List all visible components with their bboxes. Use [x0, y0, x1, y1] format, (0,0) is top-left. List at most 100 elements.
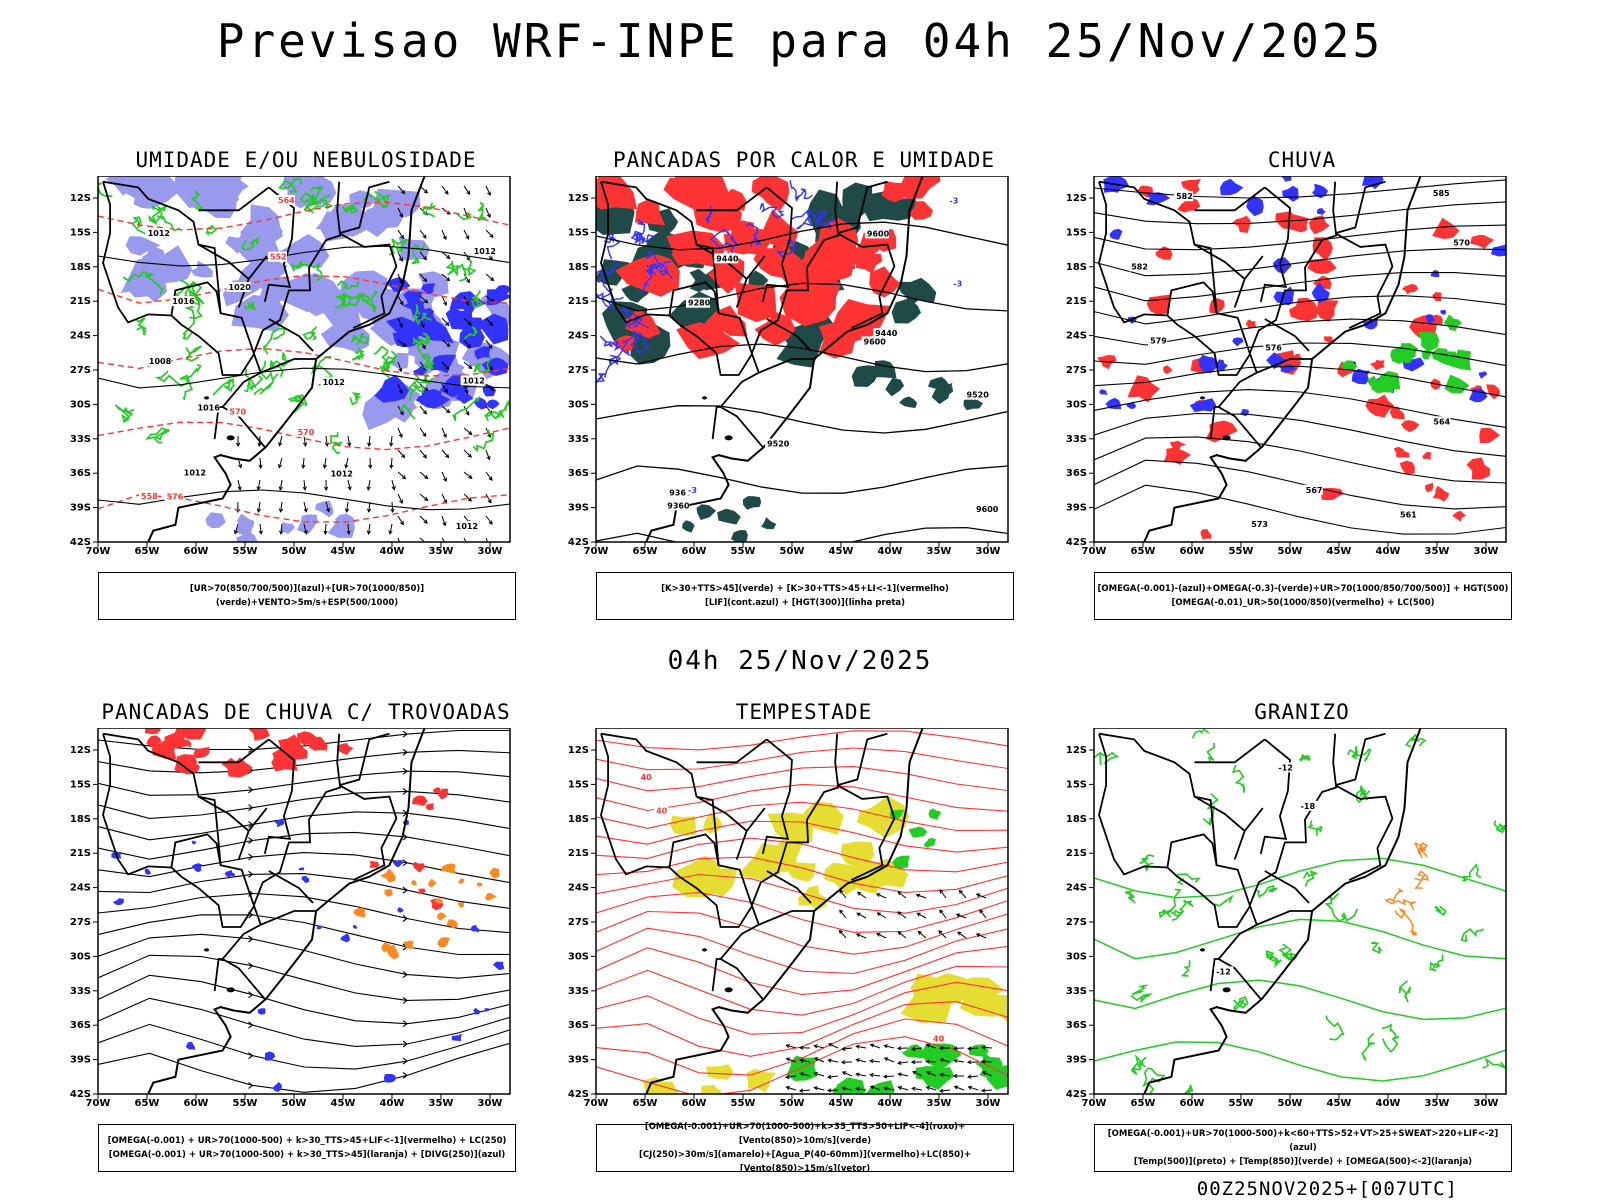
wind-vector [857, 891, 867, 899]
vector-head [442, 235, 447, 241]
humidity-low-contour [397, 403, 416, 420]
border-line [766, 870, 812, 904]
thickness-label: 576 [167, 493, 184, 502]
humidity-low-contour [410, 304, 432, 326]
east-coastline [1143, 728, 1422, 1094]
vector-head [445, 409, 451, 414]
wind-vector [870, 1074, 881, 1077]
vector-head [399, 257, 403, 262]
thunderstorm-area [193, 747, 210, 759]
vector-head [466, 543, 469, 547]
wind-vector [968, 1075, 979, 1078]
jet-stream-area [824, 862, 869, 896]
vector-head [391, 486, 396, 491]
height-500-contour [1094, 248, 1506, 277]
vector-head [278, 486, 283, 491]
stream-arrow [248, 1021, 254, 1029]
wind-850-area [928, 808, 941, 820]
thunderstorm-area [438, 788, 448, 800]
wind-vector [800, 1059, 811, 1063]
streamline [98, 770, 510, 796]
omega-area [1240, 408, 1250, 417]
rain-area [1425, 482, 1434, 493]
border-line [836, 784, 896, 881]
wind-vector [898, 1073, 909, 1077]
divergence-area [451, 1033, 462, 1042]
lifted-index-contour [759, 202, 785, 219]
wind-vector [463, 317, 472, 326]
precipitable-water-contour [596, 837, 1008, 873]
wind-vector [441, 405, 450, 413]
label-bg [1174, 191, 1194, 202]
map-frame [595, 728, 1009, 1095]
stream-arrow [402, 971, 408, 979]
humidity-low-contour [445, 260, 465, 278]
lif-label: -3 [953, 280, 962, 289]
wind-vector [347, 435, 351, 446]
height-contour [596, 282, 1008, 312]
height-label: 567 [1306, 486, 1323, 495]
vector-head [869, 1058, 874, 1064]
lon-label: 65W [633, 1098, 658, 1109]
lat-label: 15S [568, 227, 589, 238]
wind-vector [897, 891, 907, 899]
jet-stream-area [702, 812, 722, 834]
wind-vector [485, 185, 491, 196]
rain-area [1466, 457, 1491, 480]
panel-title-umidade: UMIDADE E/OU NEBULOSIDADE [135, 148, 477, 172]
precipitable-water-contour [596, 965, 1008, 1016]
border-line [263, 738, 295, 855]
temp-850-contour [1302, 870, 1319, 887]
temp-850-contour [1094, 918, 1506, 960]
lake [724, 987, 733, 993]
streamline [98, 1023, 510, 1070]
omega-500-contour [1394, 908, 1418, 936]
omega-area [1469, 388, 1488, 403]
wind-vector [463, 493, 472, 502]
wind-vector [441, 361, 449, 370]
strong-omega-area [1379, 371, 1401, 390]
lifted-index-contour [599, 335, 622, 352]
vector-head [966, 1046, 972, 1051]
convection-area [717, 508, 741, 525]
stream-arrow [402, 915, 408, 922]
humidity-low-contour [302, 326, 318, 341]
precipitable-water-contour [596, 1018, 1008, 1076]
humidity-low-contour [422, 374, 434, 385]
wind-vector [280, 523, 283, 534]
pressure-label: 1016 [198, 403, 221, 412]
vector-head [798, 1088, 804, 1093]
humidity-high-area [240, 204, 283, 246]
wind-vector [441, 229, 447, 240]
vector-head [303, 530, 308, 535]
height-500-contour [1094, 201, 1506, 225]
border-line [1194, 186, 1266, 212]
height-contour [596, 405, 1008, 434]
pressure-label: 1012 [323, 378, 345, 387]
vector-head [490, 277, 495, 282]
wind-850-area [908, 826, 928, 838]
thunderstorm-area [297, 731, 317, 746]
lat-label: 24S [1066, 331, 1087, 342]
legend-line: [OMEGA(-0.001) + UR>70(1000-500) + k>30_… [107, 1136, 507, 1146]
wind-vector [397, 229, 404, 239]
lon-label: 55W [731, 1098, 756, 1109]
convection-area [871, 360, 897, 379]
wind-vector [800, 1073, 811, 1077]
temp-850-contour [1306, 820, 1323, 836]
temp-850-contour [1213, 894, 1234, 907]
pressure-isobar [98, 245, 510, 267]
wind-vector [967, 1047, 979, 1050]
vector-head [344, 508, 350, 513]
vector-head [257, 442, 262, 448]
omega-area [1430, 270, 1440, 278]
wind-vector [976, 893, 987, 899]
strong-omega-area [1418, 331, 1440, 352]
rain-area [1285, 213, 1309, 233]
border-line [260, 910, 317, 926]
convection-area [928, 376, 950, 391]
lifted-index-contour [639, 267, 654, 295]
wind-vector [856, 1088, 867, 1091]
wind-vector [485, 295, 495, 303]
